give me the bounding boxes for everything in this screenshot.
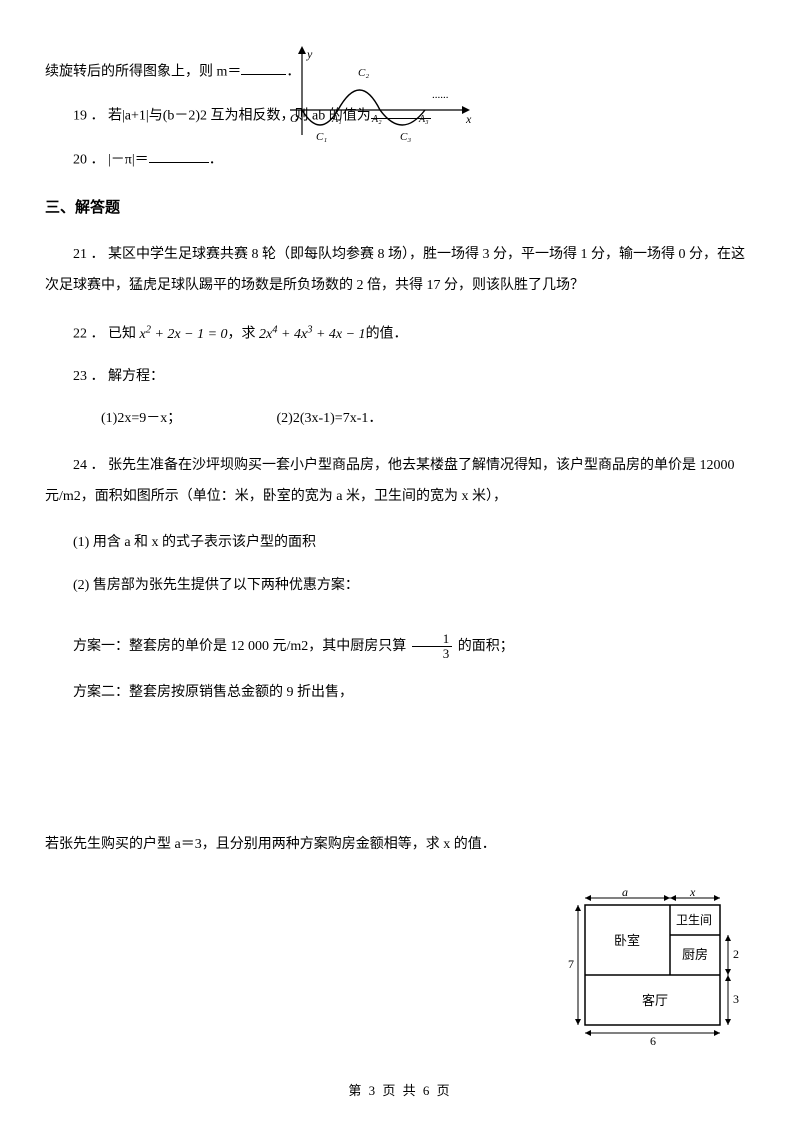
q24-text: 张先生准备在沙坪坝购买一套小户型商品房，他去某楼盘了解情况得知，该户型商品房的单… (45, 458, 735, 504)
svg-text:a: a (622, 885, 628, 899)
q21-number: 21 ． (73, 247, 105, 262)
q19-number: 19 ． (73, 108, 105, 123)
sine-graph: y x O C₁ C₂ C₃ A₁ A₂ A₃ ...... (280, 40, 480, 158)
svg-text:A₂: A₂ (371, 114, 382, 125)
q22-eq1: x2 + 2x − 1 = 0 (136, 327, 228, 342)
plan1-after: 的面积； (458, 639, 514, 654)
q23-subs: (1)2x=9－x； (2)2(3x-1)=7x-1． (45, 408, 755, 430)
q24-plan1: 方案一：整套房的单价是 12 000 元/m2，其中厨房只算 13 的面积； (45, 632, 755, 662)
q24-final: 若张先生购买的户型 a＝3，且分别用两种方案购房金额相等，求 x 的值． (45, 834, 755, 856)
svg-text:A₃: A₃ (418, 114, 429, 125)
svg-text:......: ...... (432, 89, 449, 101)
svg-text:2: 2 (733, 947, 739, 961)
q23: 23 ． 解方程： (45, 366, 755, 388)
svg-text:x: x (689, 885, 696, 899)
q22-number: 22 ． (73, 327, 105, 342)
q20-after: ． (209, 152, 223, 167)
q18-text-before: 续旋转后的所得图象上，则 m＝ (45, 64, 241, 79)
svg-text:O: O (290, 111, 299, 125)
q21-text: 某区中学生足球赛共赛 8 轮（即每队均参赛 8 场），胜一场得 3 分，平一场得… (45, 247, 745, 293)
svg-text:厨房: 厨房 (682, 947, 708, 962)
q23-number: 23 ． (73, 369, 105, 384)
sine-svg: y x O C₁ C₂ C₃ A₁ A₂ A₃ ...... (280, 40, 480, 150)
svg-text:7: 7 (568, 957, 574, 971)
svg-text:C₃: C₃ (400, 131, 411, 143)
floorplan-svg: a x 7 2 3 6 卧室 卫生间 厨房 客厅 (560, 883, 745, 1048)
q23-sub2: (2)2(3x-1)=7x-1． (277, 411, 383, 426)
frac-num: 1 (412, 632, 453, 647)
q24-sub1: (1) 用含 a 和 x 的式子表示该户型的面积 (45, 532, 755, 554)
q22-before: 已知 (108, 327, 136, 342)
page-footer: 第 3 页 共 6 页 (0, 1081, 800, 1102)
q20-number: 20 ． (73, 152, 105, 167)
q23-sub1: (1)2x=9－x； (73, 408, 273, 430)
svg-text:C₂: C₂ (358, 67, 369, 79)
q24-plan2: 方案二：整套房按原销售总金额的 9 折出售， (45, 682, 755, 704)
q20-text: |－π|＝ (108, 152, 149, 167)
svg-text:y: y (306, 47, 313, 61)
svg-text:x: x (465, 112, 472, 126)
plan1-before: 方案一：整套房的单价是 12 000 元/m2，其中厨房只算 (73, 639, 406, 654)
q22-after: 的值． (366, 327, 408, 342)
plan1-frac: 13 (412, 632, 453, 662)
section-3-title: 三、解答题 (45, 196, 755, 220)
svg-text:卧室: 卧室 (614, 933, 640, 948)
q23-text: 解方程： (108, 369, 164, 384)
svg-text:C₁: C₁ (316, 131, 327, 143)
q21: 21 ． 某区中学生足球赛共赛 8 轮（即每队均参赛 8 场），胜一场得 3 分… (45, 240, 755, 302)
q24: 24 ． 张先生准备在沙坪坝购买一套小户型商品房，他去某楼盘了解情况得知，该户型… (45, 451, 755, 513)
svg-text:6: 6 (650, 1034, 656, 1048)
blank-pi (149, 148, 209, 163)
q22: 22 ． 已知 x2 + 2x − 1 = 0，求 2x4 + 4x3 + 4x… (45, 322, 755, 346)
q22-eq2: 2x4 + 4x3 + 4x − 1 (256, 327, 366, 342)
q24-number: 24 ． (73, 458, 105, 473)
floorplan: a x 7 2 3 6 卧室 卫生间 厨房 客厅 (560, 883, 745, 1056)
svg-text:卫生间: 卫生间 (676, 913, 712, 927)
frac-den: 3 (412, 647, 453, 661)
q24-sub2: (2) 售房部为张先生提供了以下两种优惠方案： (45, 575, 755, 597)
svg-text:客厅: 客厅 (642, 993, 668, 1008)
svg-text:3: 3 (733, 992, 739, 1006)
q22-between: ，求 (228, 327, 256, 342)
svg-text:A₁: A₁ (331, 114, 342, 125)
